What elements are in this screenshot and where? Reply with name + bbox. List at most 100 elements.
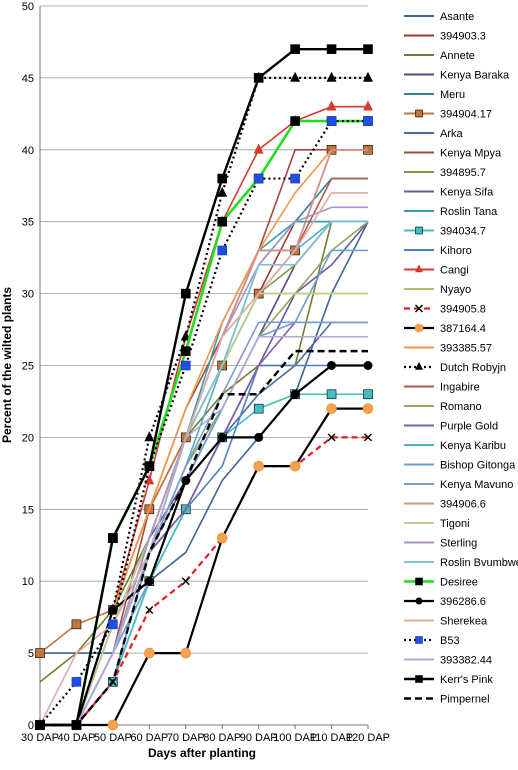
x-tick-label: 60 DAP (130, 732, 168, 744)
legend-item: Dutch Robyjn (404, 361, 506, 374)
data-point (363, 71, 373, 82)
legend-item: Romano (404, 401, 482, 413)
legend-label: 394903.3 (440, 31, 486, 43)
legend-item: 387164.4 (404, 323, 486, 335)
data-point (363, 361, 373, 370)
data-point (326, 116, 337, 126)
data-point (253, 173, 264, 184)
legend-item: Arka (404, 128, 464, 140)
series-12 (40, 364, 368, 726)
legend-item: Annete (404, 50, 475, 62)
data-point (35, 648, 45, 658)
legend-label: 394895.7 (440, 167, 486, 179)
x-tick-label: 110 DAP (310, 732, 353, 744)
y-tick-label: 5 (28, 648, 34, 660)
data-point (180, 288, 191, 299)
legend-item: 394034.7 (404, 226, 486, 238)
legend-item: Kenya Baraka (404, 70, 510, 82)
series-35 (40, 349, 368, 727)
legend-label: Kenya Mavuno (440, 479, 513, 491)
legend-label: Arka (440, 128, 464, 140)
data-point (108, 619, 118, 630)
data-point (217, 173, 228, 184)
legend-item: Kenya Mpya (404, 148, 502, 160)
legend-item: Pimpernel (404, 694, 490, 706)
series-line (40, 364, 368, 726)
legend-label: 394905.8 (440, 304, 486, 316)
legend-item: Ingabire (404, 382, 480, 394)
legend-item: 393385.57 (404, 343, 492, 355)
legend-label: Kenya Sifa (440, 187, 494, 199)
legend-label: Asante (440, 11, 474, 23)
legend-item: Kihoro (404, 245, 472, 257)
legend-item: 394906.6 (404, 499, 486, 511)
legend-item: Sterling (404, 538, 477, 550)
y-tick-label: 10 (22, 576, 34, 588)
legend-item: Purple Gold (404, 421, 498, 433)
legend-item: 393382.44 (404, 655, 492, 667)
legend-label: Kenya Baraka (440, 70, 510, 82)
legend-item: Kerr's Pink (404, 674, 493, 686)
data-point (363, 116, 373, 126)
data-point (217, 432, 227, 442)
legend-label: 396286.6 (440, 596, 486, 608)
data-point (71, 619, 82, 630)
data-point (327, 361, 337, 370)
legend-label: Roslin Tana (440, 206, 498, 218)
data-point (107, 719, 119, 731)
data-point (326, 403, 337, 414)
data-point (217, 216, 228, 227)
legend-label: 394906.6 (440, 499, 486, 511)
data-point (415, 109, 423, 118)
legend-label: 393385.57 (440, 343, 492, 355)
series-line (40, 349, 368, 727)
x-tick-label: 120 DAP (346, 732, 390, 744)
series-line (39, 119, 368, 726)
legend: Asante 394903.3 Annete Kenya Baraka Meru 3949… (404, 11, 518, 706)
legend-item: Kenya Sifa (404, 187, 494, 199)
legend-label: Sherekea (440, 616, 488, 628)
legend-label: Meru (440, 89, 465, 101)
data-point (180, 346, 191, 356)
legend-item: Asante (404, 11, 474, 23)
data-point (144, 647, 155, 659)
x-tick-label: 100 DAP (273, 732, 317, 744)
data-point (108, 533, 118, 543)
data-point (144, 474, 155, 485)
legend-label: Purple Gold (440, 421, 498, 433)
legend-label: Roslin Bvumbwe (440, 557, 518, 569)
legend-label: 393382.44 (440, 655, 492, 667)
legend-item: Roslin Tana (404, 206, 498, 218)
data-point (414, 323, 424, 333)
series-33 (40, 335, 368, 726)
series-32 (35, 116, 373, 730)
data-point (415, 675, 423, 683)
y-tick-label: 45 (22, 73, 34, 85)
data-point (415, 597, 423, 605)
legend-label: Romano (440, 401, 482, 413)
legend-item: Desiree (404, 577, 478, 589)
data-point (145, 605, 154, 614)
legend-label: Tigoni (440, 518, 470, 530)
data-point (290, 173, 300, 184)
data-point (254, 432, 264, 442)
legend-label: 394904.17 (440, 109, 492, 121)
y-tick-label: 40 (22, 145, 34, 157)
legend-item: 394905.8 (404, 304, 486, 316)
data-point (253, 143, 264, 154)
x-tick-label: 50 DAP (94, 732, 132, 744)
data-point (415, 264, 423, 273)
legend-item: Nyayo (404, 284, 471, 296)
data-point (415, 226, 423, 235)
data-point (326, 100, 337, 111)
legend-item: 394904.17 (404, 109, 492, 121)
legend-item: 394903.3 (404, 31, 486, 43)
y-axis-ticks: 0 5 10 15 20 25 30 35 40 45 50 (22, 1, 34, 732)
data-point (289, 460, 301, 472)
series-34 (35, 44, 373, 730)
legend-item: Tigoni (404, 518, 470, 530)
series-line (39, 192, 368, 726)
series-line (40, 47, 368, 727)
